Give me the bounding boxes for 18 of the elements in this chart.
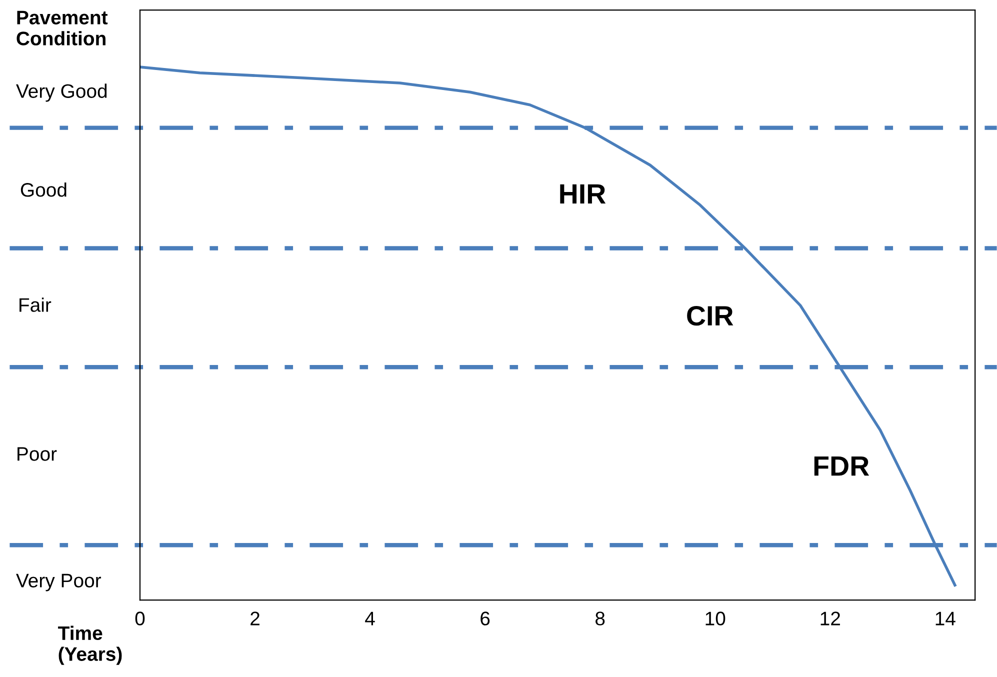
annotation: HIR — [560, 184, 606, 204]
x-tick-label: 2 — [250, 612, 260, 626]
x-tick-label: 10 — [706, 612, 726, 626]
text: Very Good — [16, 84, 107, 102]
annotation: FDR — [814, 456, 870, 476]
text: Good — [20, 182, 66, 197]
x-tick-label: 0 — [135, 612, 145, 626]
x-tick-label: 8 — [596, 612, 605, 626]
y-axis-title: Pavement Condition — [16, 10, 108, 46]
text: Poor — [18, 447, 57, 461]
x-tick-label: 12 — [820, 612, 840, 626]
x-tick-label: 4 — [365, 612, 375, 626]
x-axis-title: Time (Years) — [58, 626, 122, 665]
x-tick-label: 6 — [480, 612, 490, 626]
x-tick-label: 14 — [936, 612, 956, 626]
text: Fair — [20, 298, 52, 312]
annotation: CIR — [687, 306, 734, 326]
text: Very Poor — [16, 574, 102, 592]
